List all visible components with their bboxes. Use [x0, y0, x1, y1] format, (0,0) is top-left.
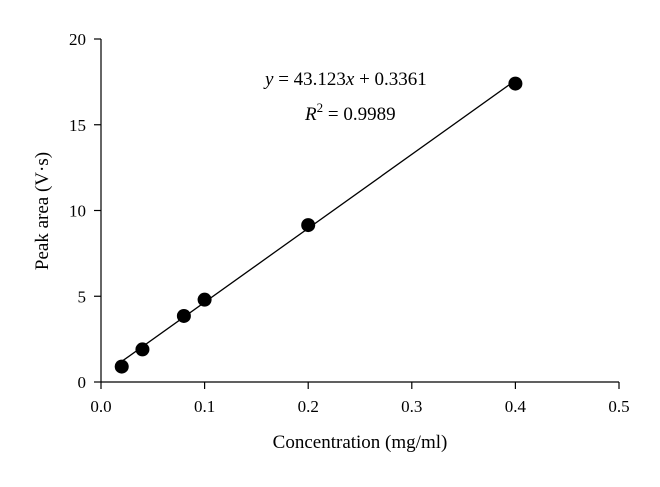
regression-equation: y = 43.123x + 0.3361: [263, 69, 427, 90]
x-tick-label: 0.3: [401, 397, 422, 416]
x-tick-label: 0.4: [505, 397, 527, 416]
r-squared-label: R2 = 0.9989: [304, 100, 396, 125]
y-tick-label: 15: [69, 116, 86, 135]
data-point: [508, 76, 523, 91]
data-point: [114, 359, 129, 374]
equation-intercept: + 0.3361: [354, 69, 426, 90]
data-point: [197, 292, 212, 307]
data-point: [301, 218, 316, 233]
y-tick-label: 10: [69, 202, 86, 221]
equation-slope: = 43.123: [273, 69, 345, 90]
data-point: [176, 308, 191, 323]
y-tick-label: 5: [78, 287, 87, 306]
y-ticks: 0 5 10 15 20: [69, 30, 101, 392]
equation-x-var: x: [345, 69, 355, 90]
axes: [100, 39, 619, 383]
x-tick-label: 0.2: [298, 397, 319, 416]
r-squared-r: R: [304, 104, 317, 125]
x-ticks: 0.0 0.1 0.2 0.3 0.4 0.5: [90, 382, 630, 416]
equation-y-var: y: [263, 69, 274, 90]
r-squared-value: = 0.9989: [323, 104, 395, 125]
y-axis-title: Peak area (V·s): [32, 152, 53, 270]
y-tick-label: 20: [69, 30, 86, 49]
x-tick-label: 0.5: [608, 397, 629, 416]
r-squared-exponent: 2: [317, 100, 324, 115]
data-point: [135, 342, 150, 357]
x-axis-title: Concentration (mg/ml): [273, 432, 448, 453]
y-tick-label: 0: [78, 373, 87, 392]
data-points: [114, 76, 523, 374]
x-tick-label: 0.0: [90, 397, 111, 416]
x-tick-label: 0.1: [194, 397, 215, 416]
